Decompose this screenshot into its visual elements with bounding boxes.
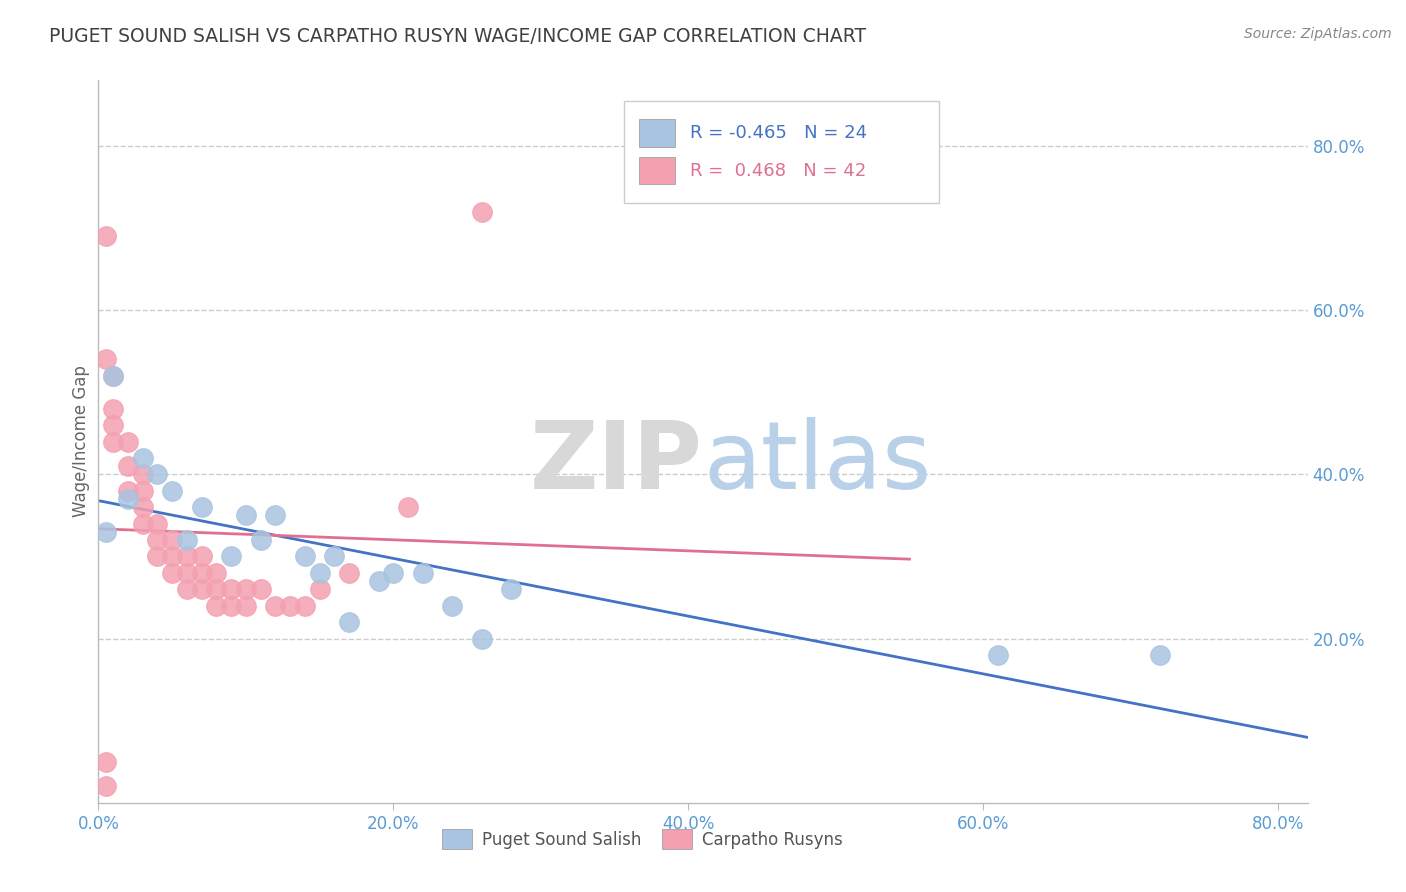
Text: ZIP: ZIP: [530, 417, 703, 509]
Point: [294, 549, 316, 564]
Point: [160, 566, 183, 580]
Point: [382, 566, 405, 580]
Point: [131, 467, 153, 482]
Point: [117, 434, 139, 449]
Point: [294, 599, 316, 613]
Point: [101, 368, 124, 383]
Point: [131, 450, 153, 465]
Point: [205, 566, 228, 580]
Point: [471, 204, 494, 219]
Point: [94, 780, 117, 794]
Point: [176, 533, 198, 547]
Text: PUGET SOUND SALISH VS CARPATHO RUSYN WAGE/INCOME GAP CORRELATION CHART: PUGET SOUND SALISH VS CARPATHO RUSYN WAG…: [49, 27, 866, 45]
Point: [337, 566, 360, 580]
Point: [176, 582, 198, 597]
Point: [94, 352, 117, 367]
Point: [501, 582, 523, 597]
Point: [219, 582, 242, 597]
Point: [264, 599, 287, 613]
Point: [367, 574, 389, 588]
Text: R = -0.465   N = 24: R = -0.465 N = 24: [690, 124, 868, 142]
Point: [471, 632, 494, 646]
Point: [987, 648, 1010, 662]
Point: [101, 434, 124, 449]
Point: [441, 599, 464, 613]
Point: [308, 582, 330, 597]
Point: [249, 533, 271, 547]
Point: [219, 549, 242, 564]
Point: [160, 533, 183, 547]
Point: [131, 483, 153, 498]
Point: [323, 549, 346, 564]
Point: [146, 467, 169, 482]
Bar: [638, 120, 675, 147]
Point: [1149, 648, 1171, 662]
Point: [190, 582, 212, 597]
Point: [205, 599, 228, 613]
Point: [396, 500, 419, 515]
Point: [249, 582, 271, 597]
Point: [176, 566, 198, 580]
Legend: Puget Sound Salish, Carpatho Rusyns: Puget Sound Salish, Carpatho Rusyns: [436, 822, 849, 856]
Point: [101, 368, 124, 383]
Point: [190, 566, 212, 580]
Point: [131, 500, 153, 515]
Point: [131, 516, 153, 531]
Point: [308, 566, 330, 580]
Point: [205, 582, 228, 597]
Point: [146, 549, 169, 564]
Point: [412, 566, 434, 580]
Point: [264, 508, 287, 523]
Point: [337, 615, 360, 630]
Point: [176, 549, 198, 564]
Point: [160, 483, 183, 498]
Point: [235, 599, 257, 613]
FancyBboxPatch shape: [624, 101, 939, 203]
Point: [101, 418, 124, 433]
Text: Source: ZipAtlas.com: Source: ZipAtlas.com: [1244, 27, 1392, 41]
Bar: [638, 157, 675, 185]
Point: [94, 229, 117, 244]
Point: [117, 491, 139, 506]
Point: [94, 755, 117, 769]
Point: [219, 599, 242, 613]
Point: [146, 533, 169, 547]
Point: [117, 459, 139, 474]
Point: [94, 524, 117, 539]
Point: [278, 599, 301, 613]
Point: [117, 483, 139, 498]
Text: R =  0.468   N = 42: R = 0.468 N = 42: [690, 161, 866, 179]
Point: [190, 549, 212, 564]
Y-axis label: Wage/Income Gap: Wage/Income Gap: [72, 366, 90, 517]
Point: [235, 508, 257, 523]
Point: [101, 401, 124, 416]
Text: atlas: atlas: [703, 417, 931, 509]
Point: [160, 549, 183, 564]
Point: [235, 582, 257, 597]
Point: [146, 516, 169, 531]
Point: [190, 500, 212, 515]
